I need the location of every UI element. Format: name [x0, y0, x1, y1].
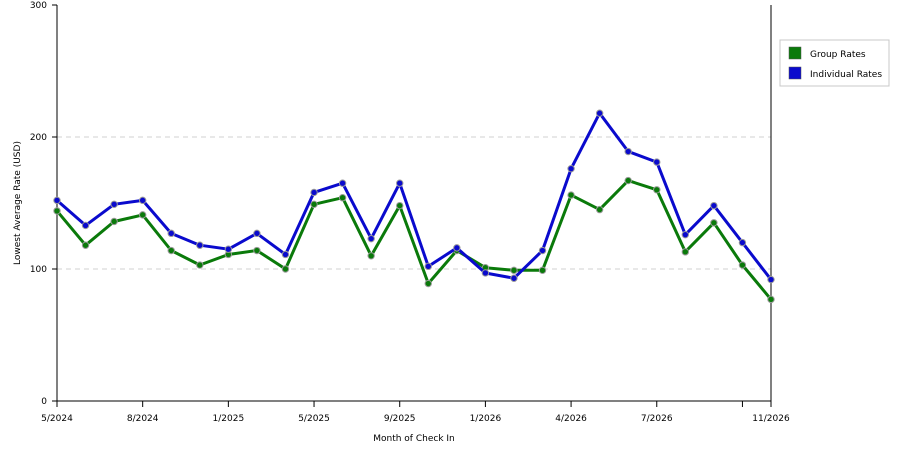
data-point-individual-rates-12 [396, 179, 404, 187]
x-tick-label-2: 1/2025 [213, 414, 245, 424]
x-tick-label-7: 7/2026 [641, 414, 673, 424]
data-point-individual-rates-24 [738, 238, 747, 247]
data-point-group-rates-25 [767, 295, 775, 304]
legend-swatch-individual-rates [788, 66, 802, 80]
legend-label-individual-rates: Individual Rates [810, 70, 882, 80]
data-point-individual-rates-8 [281, 250, 290, 259]
data-point-group-rates-19 [595, 205, 604, 214]
data-point-individual-rates-17 [538, 246, 547, 255]
data-point-individual-rates-2 [110, 200, 118, 209]
data-point-individual-rates-16 [510, 274, 518, 282]
data-point-group-rates-1 [81, 241, 90, 249]
data-point-individual-rates-6 [224, 245, 233, 253]
data-point-group-rates-21 [653, 186, 661, 194]
x-tick-label-5: 1/2026 [470, 414, 502, 424]
data-point-group-rates-11 [367, 252, 375, 260]
data-point-group-rates-17 [538, 266, 547, 275]
data-point-individual-rates-19 [595, 109, 604, 117]
y-tick-label-100: 100 [30, 265, 47, 275]
legend-label-group-rates: Group Rates [810, 50, 866, 60]
y-tick-label-0: 0 [41, 397, 47, 407]
data-point-individual-rates-4 [167, 229, 175, 238]
data-point-group-rates-10 [338, 194, 347, 202]
data-point-individual-rates-23 [710, 201, 718, 210]
data-point-individual-rates-15 [481, 269, 490, 277]
data-point-individual-rates-1 [81, 221, 90, 230]
data-point-individual-rates-25 [767, 275, 775, 284]
x-tick-label-9: 11/2026 [752, 414, 790, 424]
data-point-group-rates-18 [567, 191, 575, 199]
data-point-group-rates-12 [396, 201, 404, 210]
data-point-individual-rates-5 [196, 241, 204, 249]
data-point-individual-rates-9 [310, 188, 318, 197]
data-point-individual-rates-22 [681, 230, 690, 239]
data-point-group-rates-24 [738, 261, 747, 269]
data-point-individual-rates-10 [338, 179, 347, 187]
series-line-individual-rates [55, 111, 773, 282]
x-tick-label-4: 9/2025 [384, 414, 416, 424]
y-axis-title: Lowest Average Rate (USD) [13, 141, 23, 265]
data-point-group-rates-8 [281, 265, 290, 273]
data-point-group-rates-3 [138, 211, 147, 219]
grid-lines [57, 136, 771, 270]
data-point-individual-rates-21 [653, 158, 661, 166]
data-point-individual-rates-11 [367, 234, 375, 243]
data-point-group-rates-13 [424, 279, 432, 288]
y-tick-label-200: 200 [30, 133, 47, 143]
data-point-individual-rates-20 [624, 147, 632, 156]
data-point-group-rates-9 [310, 200, 318, 209]
x-tick-label-6: 4/2026 [555, 414, 587, 424]
data-point-individual-rates-3 [138, 196, 147, 205]
data-point-individual-rates-0 [53, 196, 61, 205]
data-point-group-rates-7 [253, 246, 261, 255]
x-tick-label-1: 8/2024 [127, 414, 159, 424]
data-point-individual-rates-7 [253, 229, 261, 238]
data-point-group-rates-4 [167, 246, 175, 255]
data-point-group-rates-0 [53, 207, 61, 215]
x-ticks: 5/2024 8/2024 1/2025 5/2025 9/2025 1/2026 4/20… [41, 401, 790, 424]
data-point-group-rates-16 [510, 266, 518, 275]
series-line-group-rates [55, 179, 773, 301]
data-point-group-rates-23 [710, 219, 718, 227]
data-point-group-rates-5 [196, 261, 204, 269]
data-point-individual-rates-14 [453, 244, 461, 252]
x-tick-label-3: 5/2025 [298, 414, 330, 424]
y-tick-label-300: 300 [30, 1, 47, 11]
series [53, 109, 775, 304]
x-tick-label-0: 5/2024 [41, 414, 73, 424]
legend-swatch-group-rates [788, 46, 802, 60]
y-ticks: 0 100 200 300 [30, 1, 57, 407]
data-point-group-rates-20 [624, 176, 632, 185]
data-point-individual-rates-13 [424, 262, 432, 271]
data-point-individual-rates-18 [567, 164, 575, 173]
data-point-group-rates-2 [110, 217, 118, 226]
x-axis-title: Month of Check In [373, 434, 455, 444]
legend: Group Rates Individual Rates [779, 39, 890, 87]
data-point-group-rates-22 [681, 248, 690, 256]
